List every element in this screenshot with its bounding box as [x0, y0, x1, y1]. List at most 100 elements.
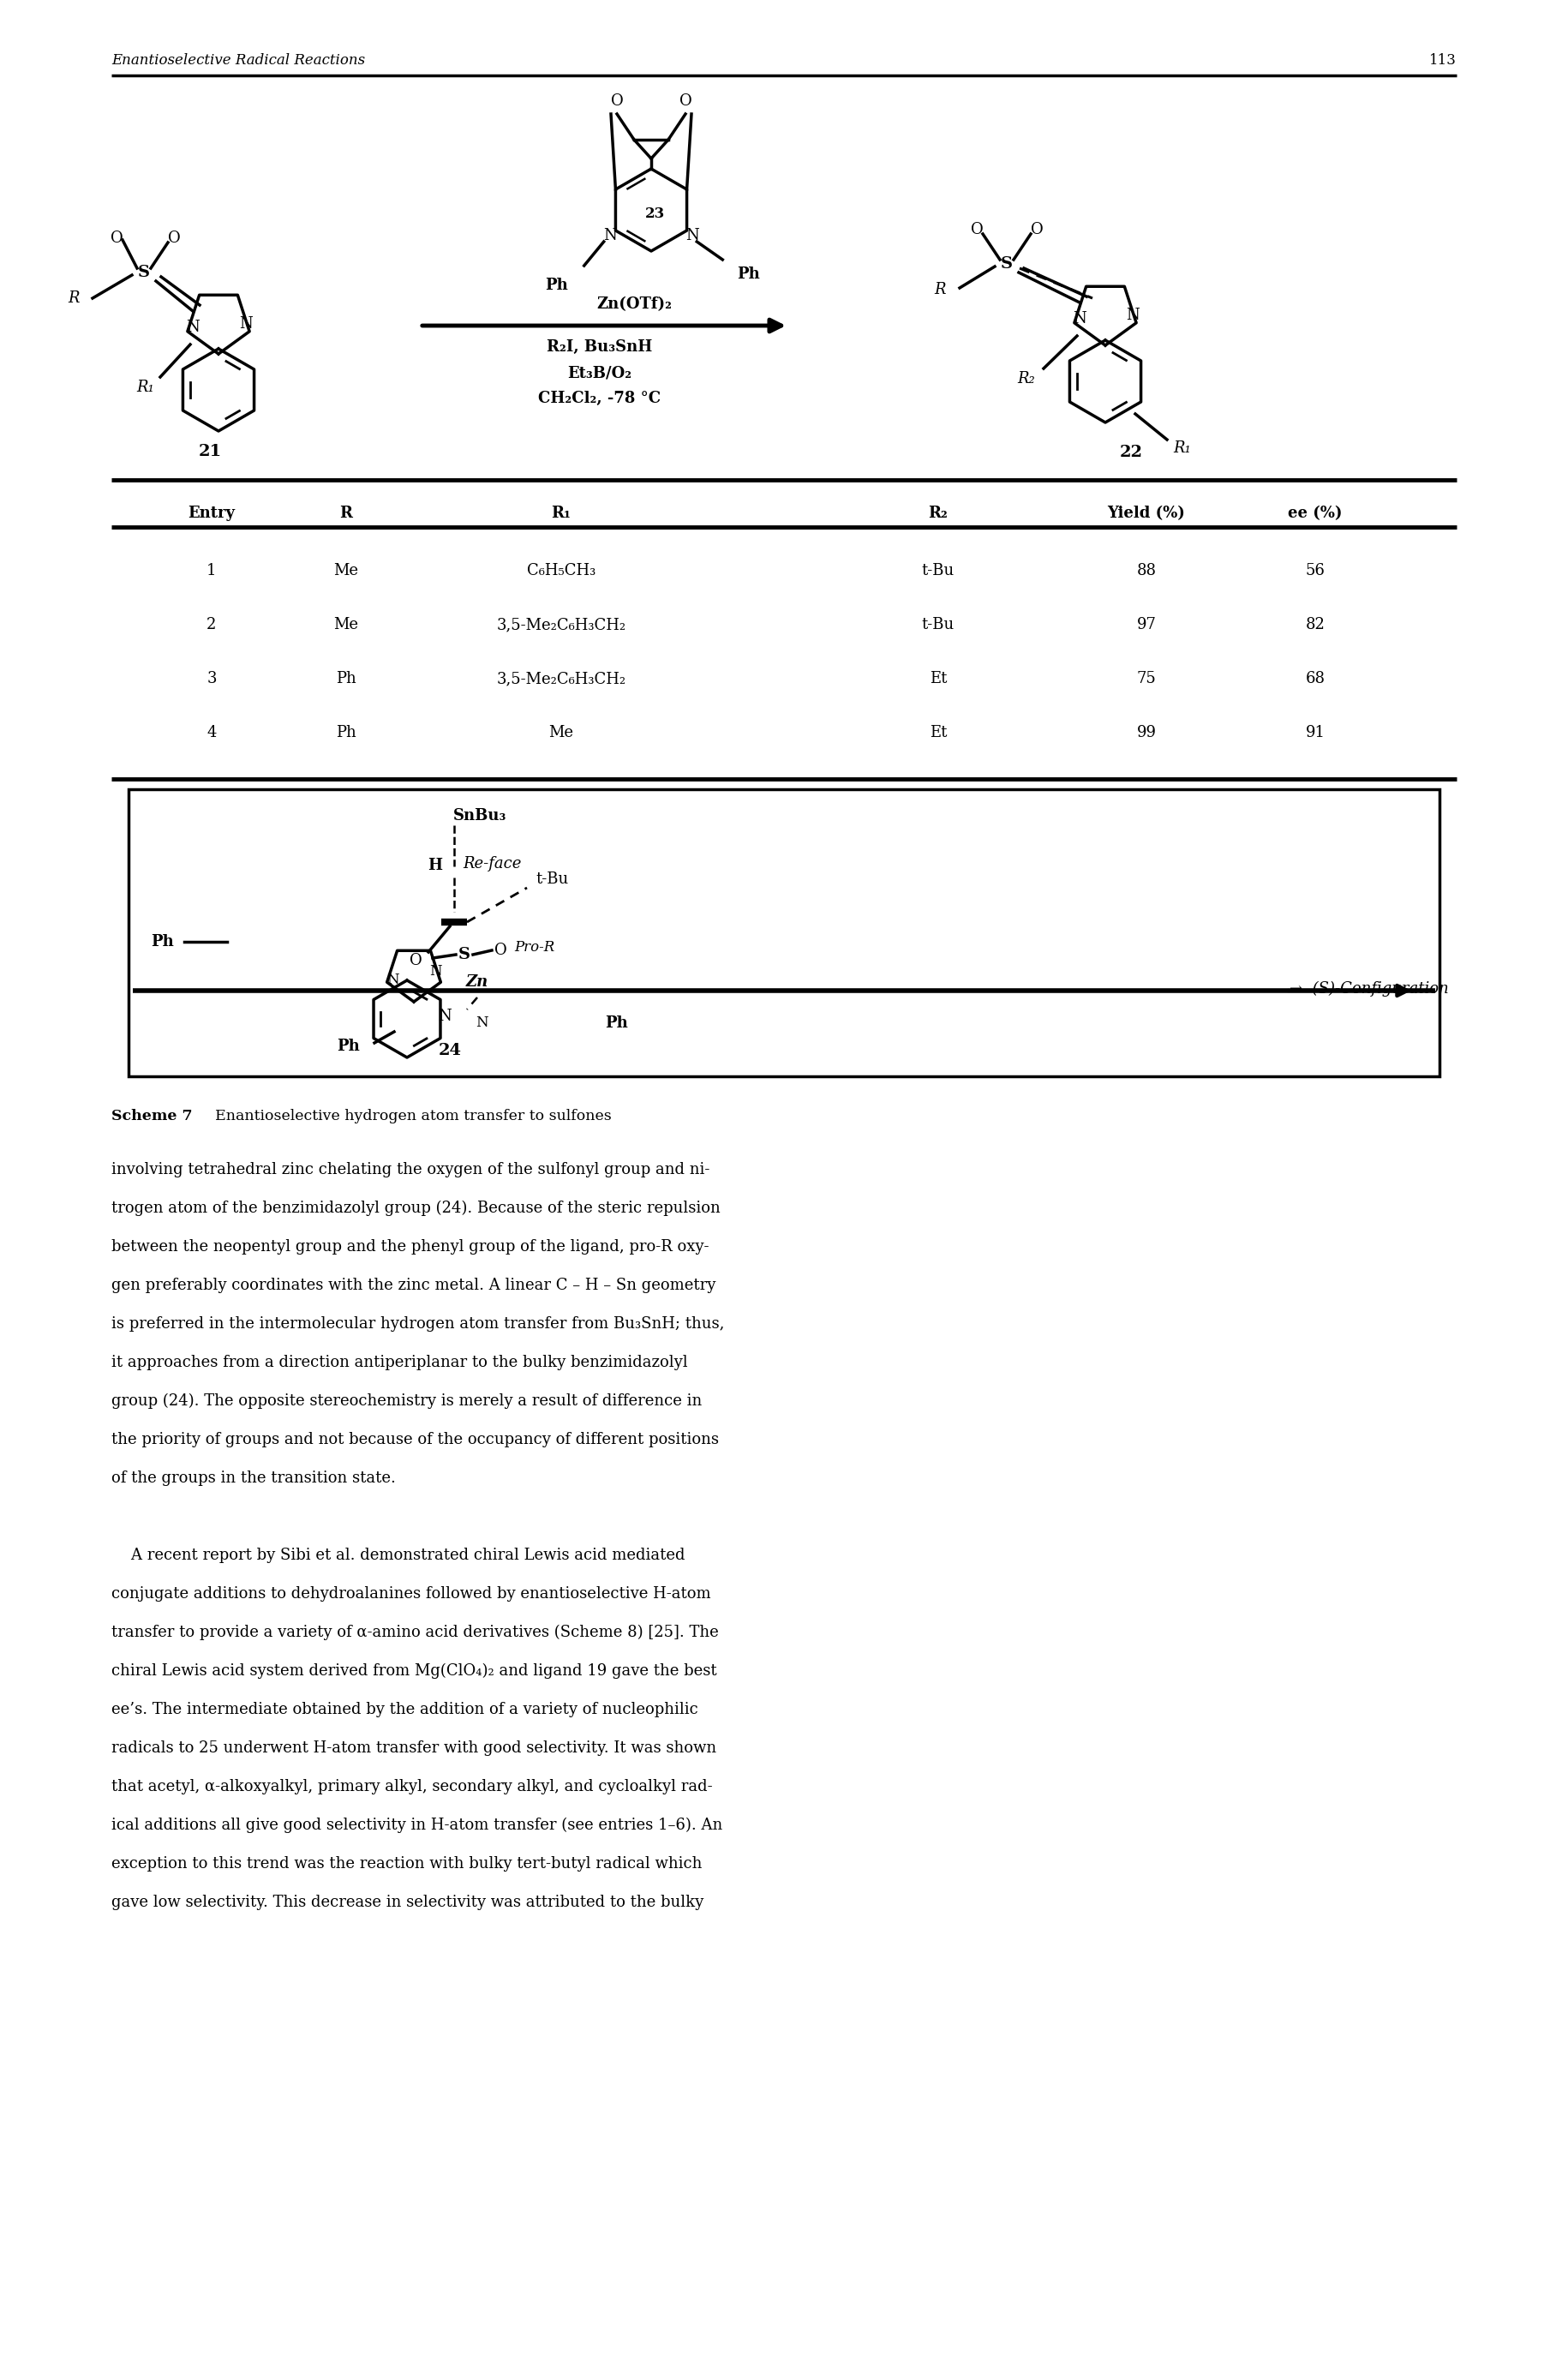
Text: 3,5-Me₂C₆H₃CH₂: 3,5-Me₂C₆H₃CH₂	[495, 616, 626, 633]
Text: 91: 91	[1305, 725, 1325, 740]
Bar	[129, 789, 1439, 1077]
Text: Ph: Ph	[151, 935, 174, 949]
Text: R: R	[933, 283, 946, 297]
Text: conjugate additions to dehydroalanines followed by enantioselective H-atom: conjugate additions to dehydroalanines f…	[111, 1586, 710, 1603]
Text: Ph: Ph	[737, 266, 759, 283]
Text: O: O	[679, 93, 691, 109]
Text: t-Bu: t-Bu	[922, 616, 953, 633]
Text: is preferred in the intermolecular hydrogen atom transfer from Bu₃SnH; thus,: is preferred in the intermolecular hydro…	[111, 1317, 724, 1332]
Text: N: N	[187, 319, 199, 335]
Text: Me: Me	[334, 616, 359, 633]
Text: Me: Me	[549, 725, 574, 740]
Text: R₁: R₁	[550, 507, 571, 521]
Text: R₁: R₁	[1173, 440, 1190, 457]
Text: 22: 22	[1120, 445, 1142, 461]
Text: O: O	[409, 954, 422, 968]
Text: 2: 2	[207, 616, 216, 633]
Text: 68: 68	[1305, 671, 1325, 687]
Text: Ph: Ph	[605, 1015, 629, 1032]
Text: O: O	[110, 231, 122, 245]
Text: Enantioselective hydrogen atom transfer to sulfones: Enantioselective hydrogen atom transfer …	[205, 1108, 612, 1122]
Text: N: N	[685, 228, 699, 243]
Text: radicals to 25 underwent H-atom transfer with good selectivity. It was shown: radicals to 25 underwent H-atom transfer…	[111, 1741, 717, 1755]
Text: Re-face: Re-face	[463, 856, 521, 870]
Text: Ph: Ph	[336, 671, 356, 687]
Text: ee’s. The intermediate obtained by the addition of a variety of nucleophilic: ee’s. The intermediate obtained by the a…	[111, 1703, 698, 1717]
Text: O: O	[1030, 221, 1043, 238]
Text: 24: 24	[437, 1044, 461, 1058]
Text: trogen atom of the benzimidazolyl group (24). Because of the steric repulsion: trogen atom of the benzimidazolyl group …	[111, 1201, 720, 1215]
Text: 4: 4	[207, 725, 216, 740]
Text: S: S	[458, 946, 470, 963]
Text: the priority of groups and not because of the occupancy of different positions: the priority of groups and not because o…	[111, 1432, 718, 1448]
Text: R₂I, Bu₃SnH: R₂I, Bu₃SnH	[547, 340, 652, 354]
Text: gen preferably coordinates with the zinc metal. A linear C – H – Sn geometry: gen preferably coordinates with the zinc…	[111, 1277, 715, 1294]
Text: N: N	[1073, 312, 1085, 326]
Text: SnBu₃: SnBu₃	[453, 809, 506, 823]
Text: 21: 21	[198, 445, 221, 459]
Text: R₁: R₁	[136, 380, 155, 395]
Text: N: N	[386, 973, 398, 987]
Text: 56: 56	[1305, 564, 1325, 578]
Text: Pro-R: Pro-R	[514, 939, 554, 956]
Text: CH₂Cl₂, -78 °C: CH₂Cl₂, -78 °C	[538, 390, 660, 407]
Text: N: N	[238, 316, 252, 331]
Text: it approaches from a direction antiperiplanar to the bulky benzimidazolyl: it approaches from a direction antiperip…	[111, 1355, 687, 1370]
Text: between the neopentyl group and the phenyl group of the ligand, pro-R oxy-: between the neopentyl group and the phen…	[111, 1239, 709, 1256]
Text: Zn(OTf)₂: Zn(OTf)₂	[596, 297, 671, 312]
Text: 113: 113	[1428, 52, 1455, 67]
Text: R: R	[340, 507, 353, 521]
Text: involving tetrahedral zinc chelating the oxygen of the sulfonyl group and ni-: involving tetrahedral zinc chelating the…	[111, 1163, 709, 1177]
Text: t-Bu: t-Bu	[922, 564, 953, 578]
Text: of the groups in the transition state.: of the groups in the transition state.	[111, 1470, 395, 1486]
Text: transfer to provide a variety of α-amino acid derivatives (Scheme 8) [25]. The: transfer to provide a variety of α-amino…	[111, 1624, 718, 1641]
Text: Et: Et	[928, 671, 947, 687]
Text: ee (%): ee (%)	[1287, 507, 1342, 521]
Text: 1: 1	[207, 564, 216, 578]
Text: 88: 88	[1135, 564, 1156, 578]
Text: 97: 97	[1137, 616, 1156, 633]
Text: →  (S)-Configuration: → (S)-Configuration	[1289, 982, 1447, 996]
Text: Entry: Entry	[188, 507, 235, 521]
Text: Et: Et	[928, 725, 947, 740]
Text: N: N	[437, 1008, 452, 1025]
Text: O: O	[494, 942, 506, 958]
Text: S: S	[138, 264, 151, 281]
Text: Ph: Ph	[336, 725, 356, 740]
Text: R: R	[67, 290, 80, 307]
Text: O: O	[610, 93, 622, 109]
Text: gave low selectivity. This decrease in selectivity was attributed to the bulky: gave low selectivity. This decrease in s…	[111, 1895, 704, 1910]
Text: group (24). The opposite stereochemistry is merely a result of difference in: group (24). The opposite stereochemistry…	[111, 1394, 701, 1410]
Text: chiral Lewis acid system derived from Mg(ClO₄)₂ and ligand 19 gave the best: chiral Lewis acid system derived from Mg…	[111, 1662, 717, 1679]
Text: 99: 99	[1135, 725, 1156, 740]
Text: that acetyl, α-alkoxyalkyl, primary alkyl, secondary alkyl, and cycloalkyl rad-: that acetyl, α-alkoxyalkyl, primary alky…	[111, 1779, 712, 1795]
Text: ical additions all give good selectivity in H-atom transfer (see entries 1–6). A: ical additions all give good selectivity…	[111, 1817, 723, 1833]
Text: N: N	[475, 1015, 488, 1030]
Text: Zn: Zn	[466, 975, 488, 989]
Text: t-Bu: t-Bu	[535, 870, 568, 887]
Text: 82: 82	[1305, 616, 1325, 633]
Text: Yield (%): Yield (%)	[1107, 507, 1185, 521]
Text: N: N	[1126, 307, 1138, 323]
Text: 3: 3	[207, 671, 216, 687]
Text: Scheme 7: Scheme 7	[111, 1108, 193, 1122]
Text: S: S	[1000, 257, 1013, 271]
Text: A recent report by Sibi et al. demonstrated chiral Lewis acid mediated: A recent report by Sibi et al. demonstra…	[111, 1548, 685, 1562]
Text: N: N	[602, 228, 616, 243]
Text: Et₃B/O₂: Et₃B/O₂	[568, 366, 632, 380]
Text: H: H	[428, 858, 442, 873]
Text: R₂: R₂	[1018, 371, 1035, 388]
Text: Ph: Ph	[337, 1039, 361, 1053]
Text: Ph: Ph	[546, 278, 568, 292]
Text: 75: 75	[1137, 671, 1156, 687]
Text: Me: Me	[334, 564, 359, 578]
Text: O: O	[168, 231, 180, 245]
Text: O: O	[971, 221, 983, 238]
Text: R₂: R₂	[928, 507, 947, 521]
Text: C₆H₅CH₃: C₆H₅CH₃	[527, 564, 596, 578]
Text: 23: 23	[644, 207, 665, 221]
Text: N: N	[428, 965, 441, 980]
Text: exception to this trend was the reaction with bulky tert-butyl radical which: exception to this trend was the reaction…	[111, 1857, 702, 1871]
Text: Enantioselective Radical Reactions: Enantioselective Radical Reactions	[111, 52, 365, 67]
Text: 3,5-Me₂C₆H₃CH₂: 3,5-Me₂C₆H₃CH₂	[495, 671, 626, 687]
